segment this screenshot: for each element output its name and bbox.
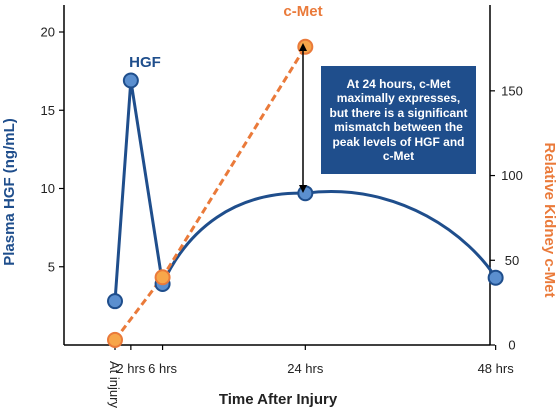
hgf-point: [487, 269, 504, 286]
cmet-point: [154, 269, 171, 286]
series-label-hgf: HGF: [129, 54, 161, 71]
cmet-point: [107, 331, 123, 348]
hgf-point: [107, 293, 123, 310]
x-tick-label: At injury: [107, 361, 122, 408]
left-tick-label: 20: [41, 25, 55, 40]
right-tick-label: 50: [505, 253, 519, 268]
left-tick-label: 5: [48, 259, 55, 274]
cmet-point: [297, 38, 314, 55]
annotation-box: At 24 hours, c-Met maximally expresses, …: [321, 66, 476, 174]
left-tick-label: 10: [41, 181, 55, 196]
hgf-point: [297, 185, 314, 202]
data-points: [107, 38, 504, 348]
left-tick-label: 15: [41, 103, 55, 118]
right-axis-title: Relative Kidney c-Met: [541, 142, 558, 297]
x-tick-label: 48 hrs: [478, 361, 515, 376]
right-tick-label: 0: [508, 338, 515, 353]
series-label-cmet: c-Met: [283, 3, 322, 20]
x-tick-label: 2 hrs: [116, 361, 145, 376]
x-tick-label: 6 hrs: [148, 361, 177, 376]
x-axis-title: Time After Injury: [219, 391, 338, 408]
right-tick-label: 150: [501, 83, 523, 98]
right-tick-label: 100: [501, 168, 523, 183]
x-tick-label: 24 hrs: [287, 361, 324, 376]
left-axis-title: Plasma HGF (ng/mL): [1, 118, 18, 266]
hgf-point: [122, 72, 139, 89]
